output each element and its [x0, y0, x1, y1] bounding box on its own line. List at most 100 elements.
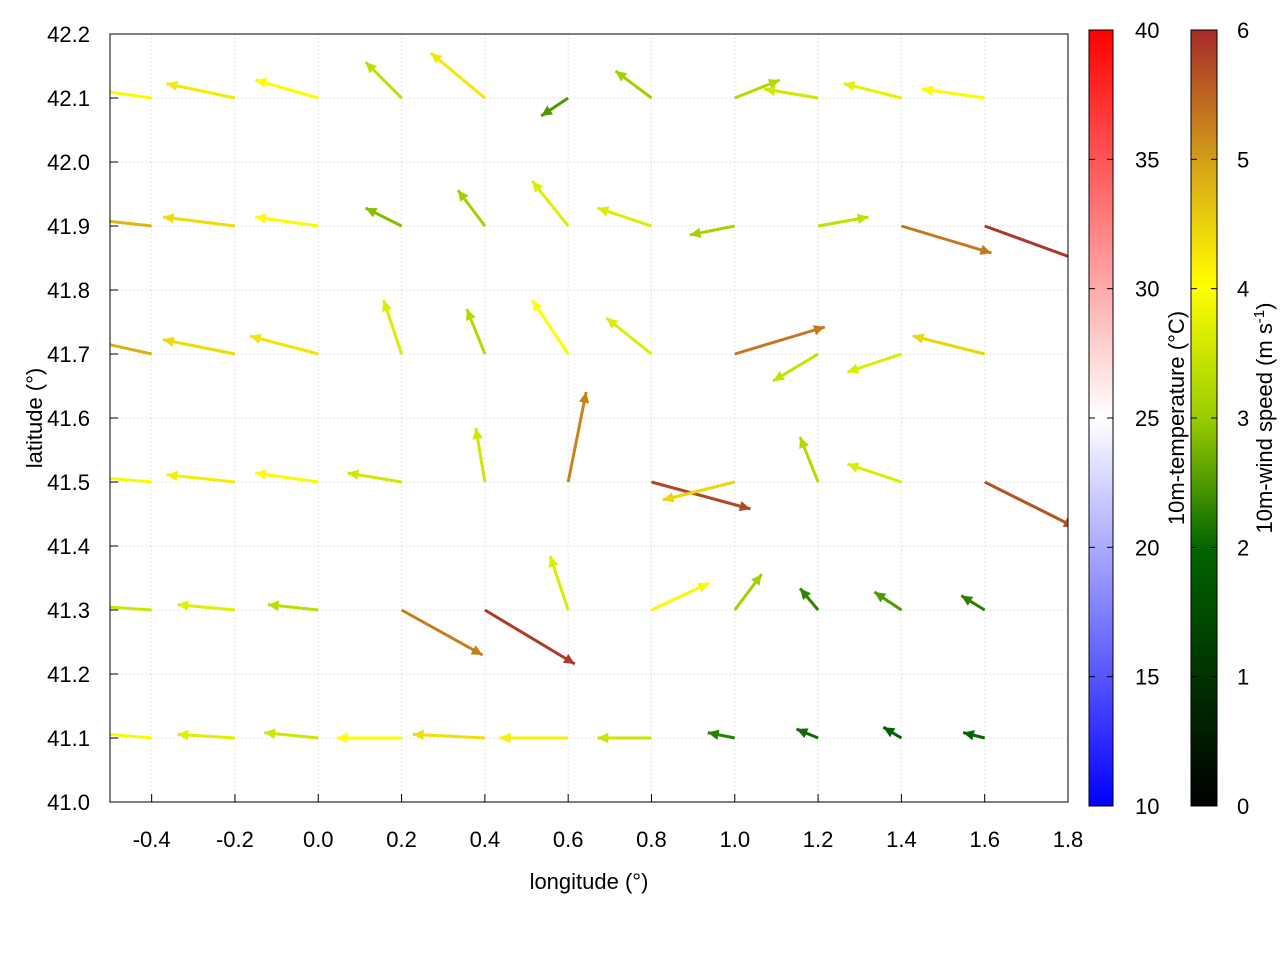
arrow-head: [738, 501, 751, 512]
wind-arrow: [882, 725, 903, 740]
arrow-head: [767, 79, 780, 89]
arrow-head: [847, 462, 860, 473]
arrow-head: [615, 71, 628, 82]
wind-arrow: [921, 85, 985, 100]
wind-arrow: [817, 213, 869, 228]
arrow-shaft: [912, 334, 986, 356]
arrow-head: [472, 428, 483, 440]
arrow-head: [365, 208, 378, 218]
wind-arrow: [110, 605, 152, 612]
arrow-head: [843, 81, 856, 92]
wind-arrow: [662, 480, 736, 503]
wind-arrow: [89, 472, 152, 484]
arrow-head: [606, 318, 619, 329]
arrow-head: [162, 213, 175, 224]
plot-frame: [109, 33, 1069, 803]
arrow-shaft: [900, 224, 992, 255]
x-tick-label: 1.2: [803, 827, 834, 852]
colorbar-tick-label: 3: [1237, 406, 1249, 431]
wind-arrow: [255, 469, 319, 484]
colorbar-tick-label: 35: [1135, 147, 1159, 172]
wind-arrow: [429, 51, 486, 100]
wind-vectors: [89, 51, 1068, 744]
arrow-head: [707, 729, 720, 740]
wind-arrow: [984, 224, 1068, 258]
wind-arrow: [873, 590, 903, 612]
wind-arrow: [530, 299, 570, 355]
arrow-head: [255, 469, 267, 480]
wind-arrow: [846, 352, 902, 374]
wind-arrow: [465, 308, 487, 355]
y-ticks: 41.0 41.1 41.2 41.3 41.4 41.5 41.6 41.7 41.8 41.9…: [47, 22, 118, 815]
arrow-head: [430, 53, 443, 64]
y-tick-label: 41.6: [47, 406, 90, 431]
arrow-head: [466, 309, 476, 321]
wind-arrow: [177, 729, 236, 741]
arrow-head: [800, 588, 812, 601]
arrow-head: [764, 85, 776, 96]
x-tick-label: 0.2: [386, 827, 417, 852]
arrow-head: [255, 77, 268, 88]
colorbar-tick-label: 25: [1135, 406, 1159, 431]
wind-arrow: [605, 316, 653, 356]
wind-arrow: [499, 732, 569, 744]
arrow-head: [562, 653, 575, 664]
wind-arrow: [798, 436, 820, 483]
wind-arrow: [162, 213, 236, 228]
wind-arrow: [267, 600, 319, 612]
arrow-head: [597, 206, 610, 217]
arrow-shaft: [166, 82, 236, 100]
wind-arrow: [382, 299, 403, 355]
wind-arrow: [734, 325, 826, 356]
arrow-head: [961, 595, 974, 606]
arrow-head: [249, 333, 262, 344]
y-tick-label: 41.1: [47, 726, 90, 751]
arrow-shaft: [110, 90, 152, 100]
arrow-shaft: [429, 51, 486, 100]
arrow-head: [812, 325, 825, 336]
arrow-head: [799, 437, 809, 449]
arrow-head: [1062, 517, 1068, 527]
wind-arrow: [254, 77, 319, 100]
arrow-head: [697, 582, 710, 593]
arrow-head: [89, 728, 100, 738]
temperature-colorbar-label: 10m-temperature (°C): [1164, 311, 1189, 525]
y-tick-label: 41.8: [47, 278, 90, 303]
arrow-shaft: [162, 338, 236, 356]
arrow-shaft: [110, 219, 152, 228]
arrow-head: [365, 62, 377, 74]
wind-arrow: [162, 336, 236, 356]
arrow-shaft: [530, 299, 570, 355]
arrow-head: [162, 336, 175, 347]
arrow-head: [177, 600, 189, 611]
y-tick-label: 41.5: [47, 470, 90, 495]
wind-arrow: [336, 732, 402, 744]
wind-arrow: [651, 480, 751, 512]
wind-arrow: [734, 78, 781, 100]
arrow-head: [856, 213, 869, 225]
arrow-head: [847, 363, 860, 374]
wind-arrow: [984, 480, 1068, 527]
y-tick-label: 41.0: [47, 790, 90, 815]
arrow-shaft: [110, 476, 152, 484]
wind-arrow: [347, 469, 402, 484]
arrow-shaft: [412, 732, 485, 740]
colorbar-tick-label: 5: [1237, 147, 1249, 172]
x-tick-label: 1.4: [886, 827, 917, 852]
colorbar-tick-label: 15: [1135, 665, 1159, 690]
arrow-head: [541, 105, 554, 116]
wind-arrow: [772, 352, 819, 383]
arrow-head: [597, 732, 609, 744]
x-tick-label: 0.4: [470, 827, 501, 852]
arrow-head: [264, 728, 276, 739]
wind-arrow: [548, 555, 570, 611]
wind-arrow: [650, 581, 710, 612]
arrow-head: [921, 85, 934, 96]
arrow-head: [89, 472, 100, 482]
colorbar-tick-label: 30: [1135, 277, 1159, 302]
arrow-shaft: [110, 343, 152, 356]
wind-arrow: [795, 727, 819, 740]
y-tick-label: 41.3: [47, 598, 90, 623]
